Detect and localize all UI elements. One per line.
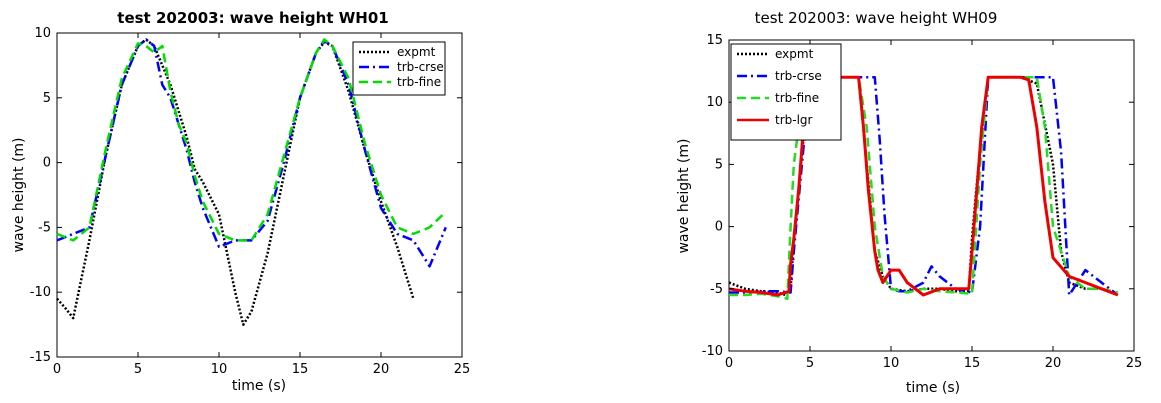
chart-title: test 202003: wave height WH01: [117, 9, 388, 27]
series-line-trb-fine: [56, 38, 447, 242]
legend-label: trb-fine: [775, 91, 819, 105]
y-tick-label: 15: [706, 33, 723, 48]
y-tick-label: 10: [706, 95, 723, 110]
x-tick-label: 5: [134, 362, 142, 377]
x-tick-label: 15: [964, 356, 981, 371]
x-tick-label: 5: [806, 356, 814, 371]
y-tick-label: -5: [710, 282, 723, 297]
legend-label: trb-fine: [397, 75, 441, 89]
x-tick-label: 25: [454, 362, 471, 377]
x-tick-label: 10: [211, 362, 228, 377]
y-tick-label: -15: [30, 350, 51, 365]
x-tick-label: 0: [53, 362, 61, 377]
series-lines: [56, 38, 447, 326]
y-tick-label: 5: [43, 91, 51, 106]
legend: expmt trb-crse trb-fine trb-lgr: [730, 43, 842, 141]
x-tick-label: 25: [1126, 356, 1143, 371]
x-axis-label: time (s): [232, 378, 286, 394]
series-line-trb-crse: [56, 38, 447, 268]
x-tick-label: 20: [373, 362, 390, 377]
legend-label: trb-lgr: [775, 113, 813, 127]
legend-label: expmt: [775, 47, 814, 61]
y-tick-label: -5: [38, 220, 51, 235]
chart-title: test 202003: wave height WH09: [755, 9, 998, 27]
chart-wh09: test 202003: wave height WH09 0 5 10 15 20 25…: [676, 9, 1142, 396]
y-tick-label: 0: [43, 156, 51, 171]
x-tick-label: 0: [725, 356, 733, 371]
series-line-trb-lgr: [728, 75, 1119, 297]
legend-label: expmt: [397, 45, 436, 59]
y-axis-label: wave height (m): [11, 137, 27, 252]
y-tick-label: -10: [702, 344, 723, 359]
x-tick-label: 10: [883, 356, 900, 371]
y-tick-label: 5: [715, 157, 723, 172]
x-tick-label: 20: [1045, 356, 1062, 371]
y-axis-label: wave height (m): [676, 138, 692, 253]
y-tick-label: 10: [34, 26, 51, 41]
legend-box: [730, 43, 842, 141]
y-tick-label: -10: [30, 285, 51, 300]
legend-label: trb-crse: [775, 69, 822, 83]
series-lines: [728, 75, 1119, 301]
chart-wh01: test 202003: wave height WH01 0 5 10 15 20 25…: [11, 9, 470, 394]
y-tick-label: 0: [715, 220, 723, 235]
legend-label: trb-crse: [397, 60, 444, 74]
x-axis-label: time (s): [906, 380, 960, 396]
x-tick-label: 15: [292, 362, 309, 377]
series-line-trb-fine: [729, 76, 1119, 301]
series-line-expmt: [56, 38, 415, 326]
